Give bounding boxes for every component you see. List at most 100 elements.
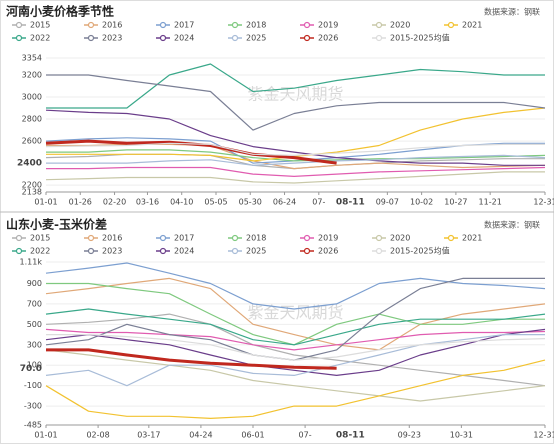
legend-label: 2015 bbox=[30, 234, 50, 243]
legend-label: 2020 bbox=[390, 21, 410, 30]
legend-swatch bbox=[375, 21, 383, 29]
y-tick-label: 1.11k bbox=[20, 258, 43, 267]
legend-swatch bbox=[159, 234, 167, 242]
y-tick-label: 900 bbox=[27, 279, 42, 288]
series-line bbox=[45, 109, 545, 166]
y-tick-label: 2200 bbox=[22, 181, 42, 190]
y-tick-label: 2138 bbox=[22, 188, 42, 197]
series-line bbox=[46, 348, 337, 370]
legend-label: 2025 bbox=[246, 34, 266, 43]
legend-label: 2018 bbox=[246, 234, 266, 243]
legend-swatch bbox=[303, 21, 311, 29]
watermark: 紫金天风期货 bbox=[247, 85, 343, 104]
x-tick-label: 05-05 bbox=[204, 198, 227, 207]
x-tick-label: 04-10 bbox=[170, 198, 193, 207]
x-tick-label: 07- bbox=[299, 431, 312, 440]
x-tick-label: 01-01 bbox=[34, 198, 57, 207]
y-tick-label: 3200 bbox=[22, 70, 42, 79]
x-tick-label: 10-27 bbox=[444, 198, 467, 207]
legend-label: 2022 bbox=[30, 247, 50, 256]
x-tick-label: 06-01 bbox=[241, 431, 264, 440]
legend-swatch bbox=[375, 34, 383, 42]
legend-label: 2015-2025均值 bbox=[390, 246, 450, 256]
y-tick-label: 2600 bbox=[22, 137, 42, 146]
legend-label: 2019 bbox=[318, 21, 338, 30]
current-date-label: 08-11 bbox=[336, 198, 365, 208]
chart-title: 河南小麦价格季节性 bbox=[5, 4, 114, 19]
legend-swatch bbox=[447, 21, 455, 29]
y-tick-label: 2800 bbox=[22, 115, 42, 124]
legend-swatch bbox=[231, 21, 239, 29]
legend-label: 2021 bbox=[462, 21, 482, 30]
legend-label: 2024 bbox=[174, 34, 194, 43]
legend-label: 2021 bbox=[462, 234, 482, 243]
legend-swatch bbox=[159, 247, 167, 255]
legend-swatch bbox=[231, 34, 239, 42]
legend-swatch bbox=[15, 34, 23, 42]
legend-swatch bbox=[159, 34, 167, 42]
source-note: 数据来源：钢联 bbox=[484, 220, 540, 230]
series-line bbox=[45, 359, 546, 419]
legend-label: 2017 bbox=[174, 234, 194, 243]
x-tick-label: 07- bbox=[312, 198, 325, 207]
y-tick-label: 300 bbox=[27, 340, 42, 349]
series-line bbox=[45, 328, 546, 376]
legend-label: 2019 bbox=[318, 234, 338, 243]
x-tick-label: 10-31 bbox=[450, 431, 473, 440]
legend-label: 2026 bbox=[318, 34, 338, 43]
x-tick-label: 03-17 bbox=[137, 431, 160, 440]
series-line bbox=[45, 349, 546, 402]
y-tick-label: -100 bbox=[24, 381, 42, 390]
legend-label: 2023 bbox=[102, 247, 122, 256]
source-note: 数据来源：钢联 bbox=[484, 7, 540, 17]
current-value-label: 70.0 bbox=[20, 364, 42, 374]
y-tick-label: 100 bbox=[27, 361, 42, 370]
y-tick-label: -485 bbox=[24, 421, 42, 430]
x-tick-label: 09-23 bbox=[398, 431, 421, 440]
series-line bbox=[45, 142, 545, 156]
series-line bbox=[46, 334, 546, 361]
x-tick-label: 01-01 bbox=[34, 431, 57, 440]
legend-swatch bbox=[87, 234, 95, 242]
legend-swatch bbox=[87, 21, 95, 29]
chart-title: 山东小麦-玉米价差 bbox=[6, 217, 107, 232]
legend-swatch bbox=[231, 234, 239, 242]
series-line bbox=[45, 334, 545, 387]
legend-label: 2017 bbox=[174, 21, 194, 30]
legend-label: 2016 bbox=[102, 21, 122, 30]
series-line bbox=[46, 74, 546, 131]
legend-swatch bbox=[15, 21, 23, 29]
legend-label: 2015-2025均值 bbox=[390, 33, 450, 43]
series-line bbox=[45, 328, 546, 351]
y-tick-label: 500 bbox=[27, 320, 42, 329]
y-tick-label: 3354 bbox=[22, 54, 42, 63]
legend-swatch bbox=[303, 234, 311, 242]
x-tick-label: 06-24 bbox=[273, 198, 296, 207]
legend-swatch bbox=[159, 21, 167, 29]
x-tick-label: 11-21 bbox=[479, 198, 502, 207]
x-tick-label: 10-02 bbox=[410, 198, 433, 207]
legend-label: 2026 bbox=[318, 247, 338, 256]
series-line bbox=[45, 171, 545, 184]
watermark: 紫金天风期货 bbox=[247, 303, 343, 322]
series-line bbox=[45, 308, 546, 346]
legend-swatch bbox=[87, 34, 95, 42]
legend-label: 2025 bbox=[246, 247, 266, 256]
x-tick-label: 02-08 bbox=[86, 431, 109, 440]
x-tick-label: 03-16 bbox=[136, 198, 159, 207]
x-tick-label: 01-26 bbox=[69, 198, 92, 207]
legend-label: 2022 bbox=[30, 34, 50, 43]
legend-label: 2015 bbox=[30, 21, 50, 30]
series-line bbox=[45, 262, 546, 310]
y-tick-label: -300 bbox=[24, 402, 42, 411]
x-tick-label: 05-30 bbox=[239, 198, 262, 207]
x-tick-label: 04-24 bbox=[189, 431, 212, 440]
current-value-label: 2400 bbox=[17, 159, 42, 169]
legend-swatch bbox=[303, 34, 311, 42]
legend-label: 2024 bbox=[174, 247, 194, 256]
legend-swatch bbox=[375, 234, 383, 242]
current-date-label: 08-11 bbox=[336, 431, 365, 441]
y-tick-label: 700 bbox=[27, 299, 42, 308]
y-tick-label: 3000 bbox=[22, 93, 42, 102]
